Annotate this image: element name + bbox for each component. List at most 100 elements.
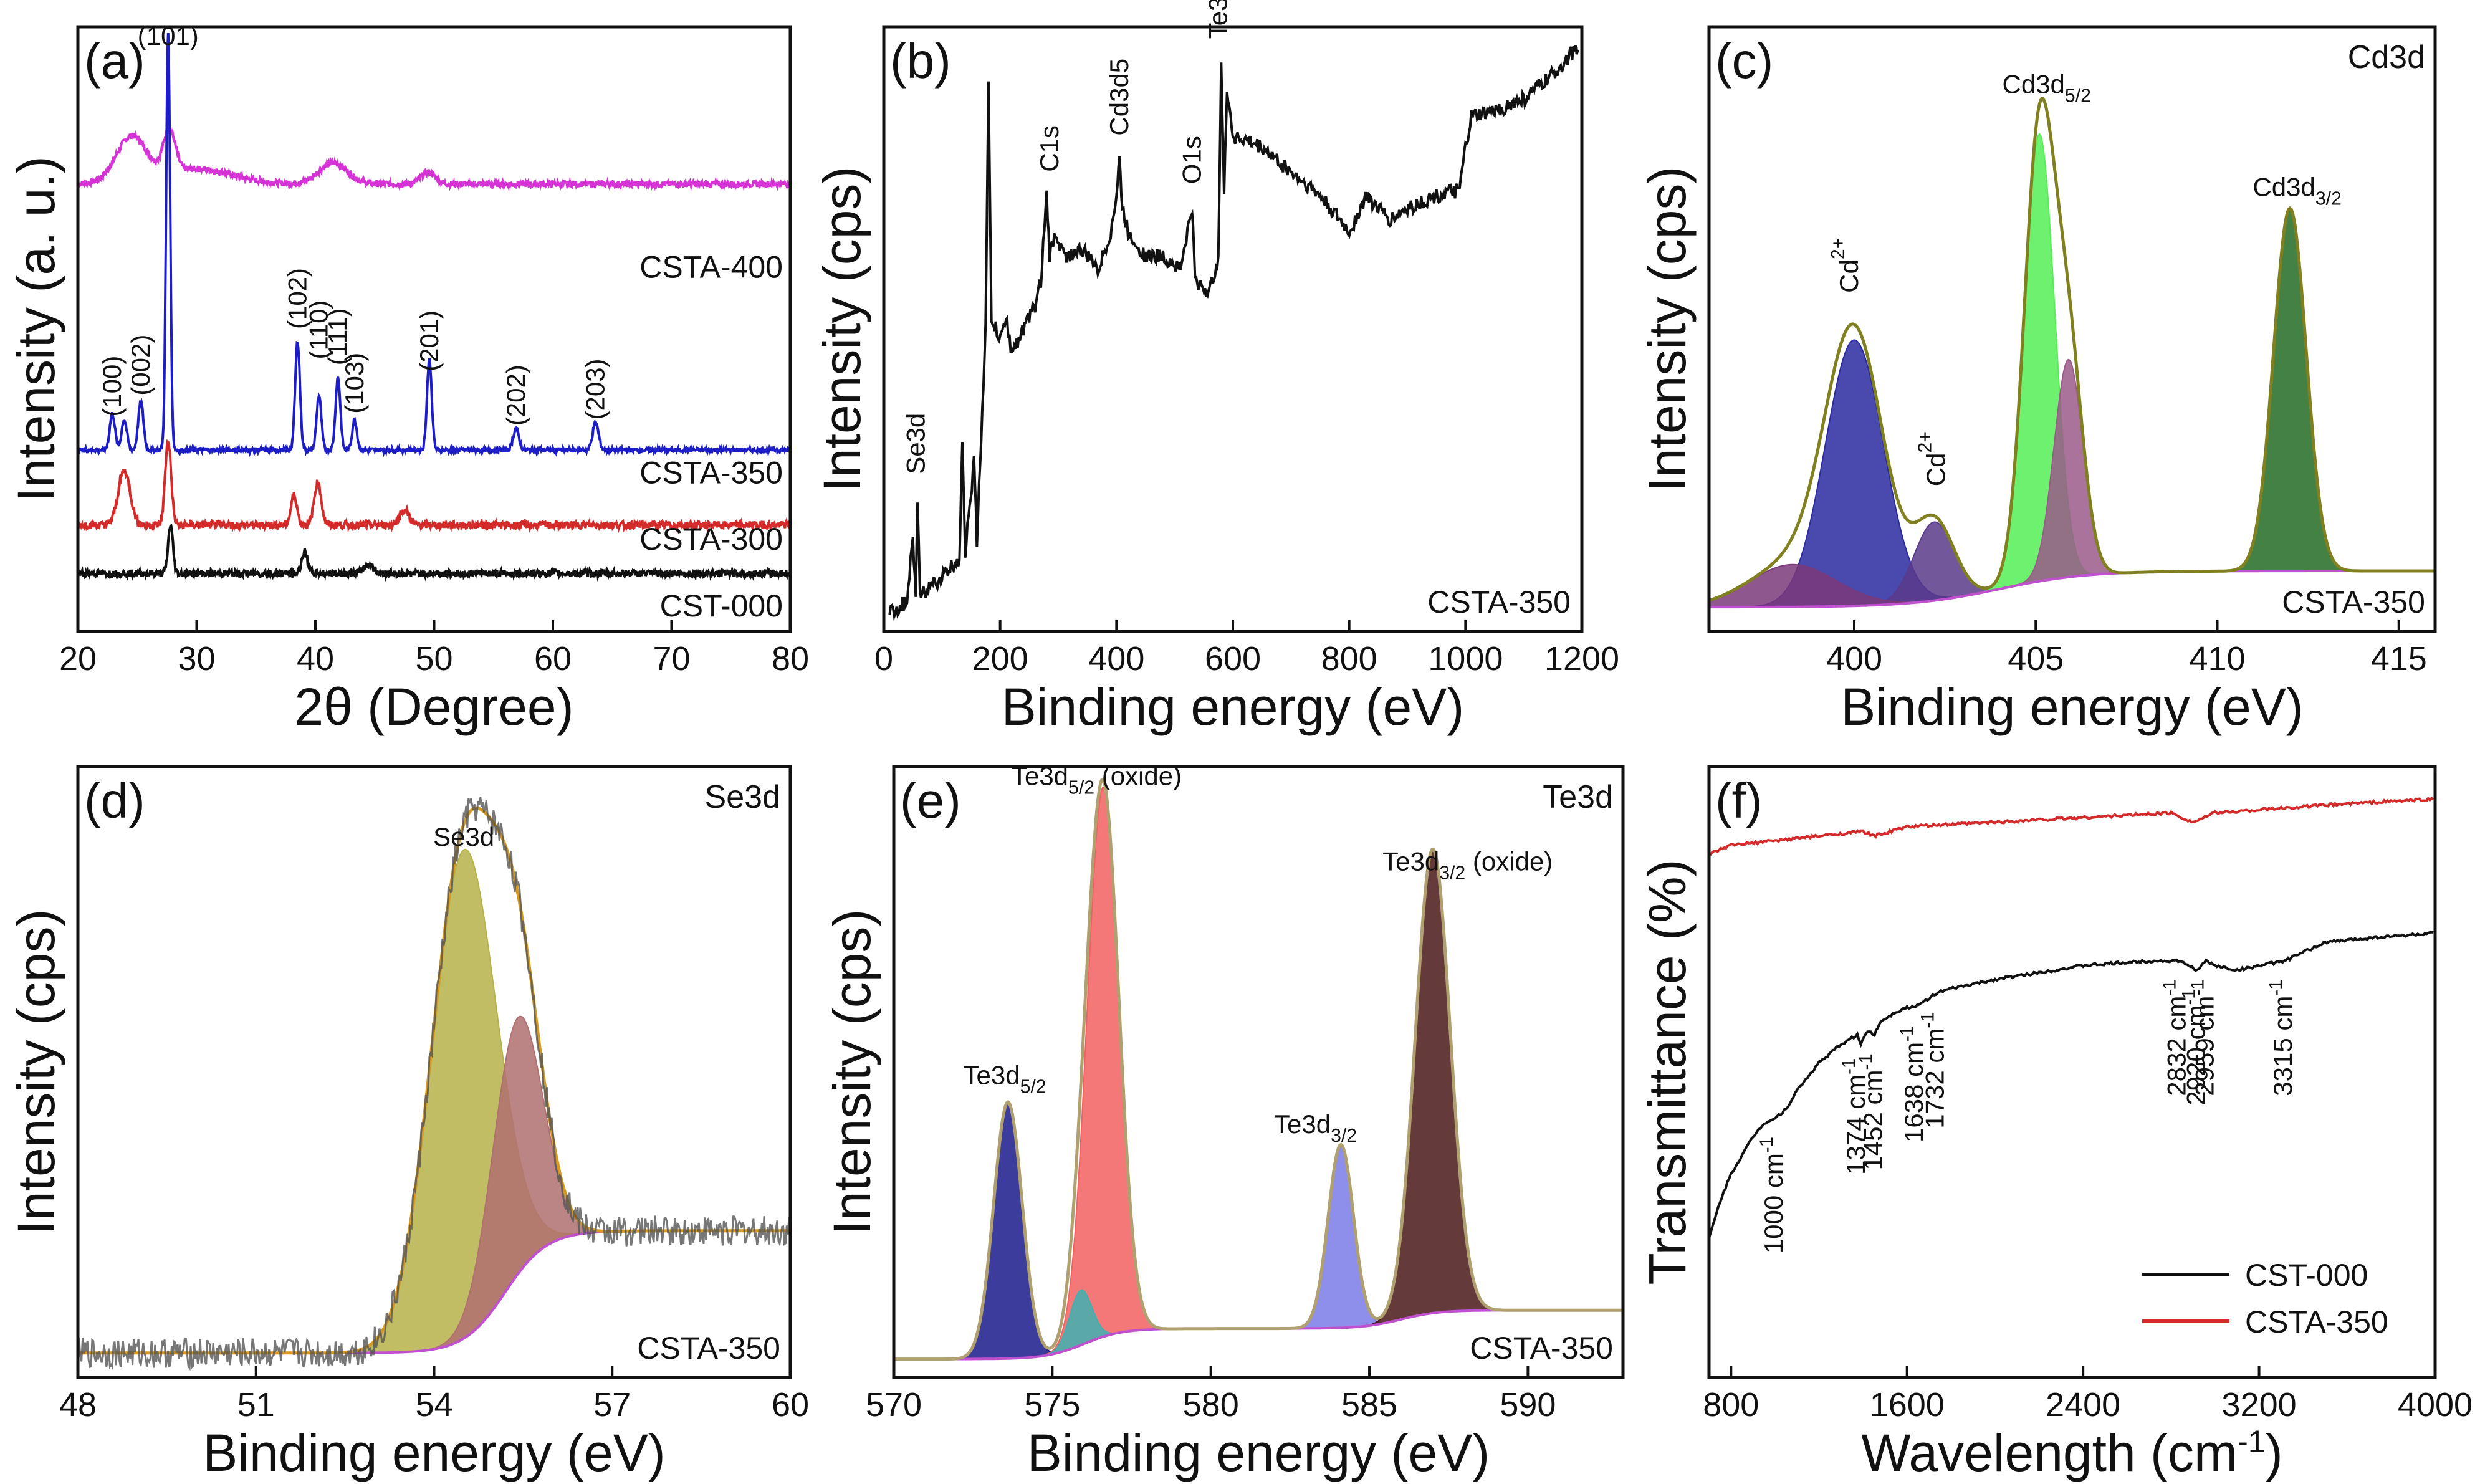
peak-label: Cd2+​ bbox=[1915, 431, 1951, 486]
survey-line bbox=[888, 45, 1579, 621]
peak-label: O1s bbox=[1177, 136, 1207, 184]
plot-frame bbox=[1707, 25, 2437, 633]
peak-label: 1374 cm-1 bbox=[1839, 1058, 1870, 1175]
envelope-line bbox=[894, 777, 1623, 1361]
peak-label: 3315 cm-1 bbox=[2266, 980, 2297, 1096]
envelope-line bbox=[1709, 97, 2435, 602]
plot-area bbox=[78, 797, 790, 1371]
x-tick-label: 585 bbox=[1341, 1386, 1397, 1424]
x-tick-label: 54 bbox=[415, 1386, 452, 1424]
peak-label: (110) bbox=[304, 300, 333, 360]
peak-label: Te3d3/2​ bbox=[1274, 1109, 1357, 1146]
x-tick-label: 30 bbox=[178, 640, 215, 677]
series-line-CSTA-350 bbox=[1709, 796, 2435, 856]
y-axis-title: Intensity (cps) bbox=[7, 909, 65, 1235]
peak-label: (100) bbox=[97, 356, 127, 417]
peak-label: (111) bbox=[323, 308, 352, 365]
background-line bbox=[1709, 570, 2435, 609]
x-tick-label: 570 bbox=[866, 1386, 922, 1424]
x-tick-label: 415 bbox=[2371, 640, 2427, 677]
x-tick-label: 200 bbox=[972, 640, 1028, 677]
peak-label: 1000 cm-1 bbox=[1756, 1137, 1788, 1253]
series-line-CST-000 bbox=[1709, 931, 2434, 1238]
panel-letter: (f) bbox=[1715, 773, 1763, 828]
x-tick-label: 405 bbox=[2008, 640, 2064, 677]
sample-label: CSTA-350 bbox=[1427, 585, 1571, 620]
peak-label: Te3d5/2​ bbox=[963, 1061, 1046, 1098]
series-line-CSTA-300 bbox=[78, 439, 790, 534]
peak-label: C1s bbox=[1035, 125, 1064, 172]
raw-data-line bbox=[78, 797, 790, 1371]
panel-e: Te3d5/2 (oxide)Te3d5/2​Te3d3/2​Te3d3/2 (… bbox=[823, 761, 1625, 1482]
x-tick-label: 3200 bbox=[2222, 1386, 2297, 1424]
x-tick-label: 410 bbox=[2189, 640, 2245, 677]
peak-label: 1638 cm-1 bbox=[1897, 1026, 1928, 1142]
panel-c: Cd3d5/2​ Cd3d3/2​ Cd2+​ Cd2+​ Cd3d CSTA-350 40… bbox=[1638, 25, 2437, 736]
x-tick-label: 20 bbox=[59, 640, 97, 677]
x-axis-title: Binding energy (eV) bbox=[1002, 677, 1464, 736]
plot-area bbox=[78, 33, 790, 582]
fit-component-Se3d5-2 bbox=[78, 848, 790, 1354]
x-tick-label: 400 bbox=[1826, 640, 1882, 677]
plot-frame bbox=[892, 765, 1625, 1379]
peak-label: (102) bbox=[282, 268, 312, 329]
legend-label: CST-000 bbox=[2245, 1258, 2368, 1293]
x-tick-label: 40 bbox=[297, 640, 334, 677]
x-tick-label: 48 bbox=[59, 1386, 97, 1424]
peak-label: 2920 cm-1 bbox=[2179, 989, 2211, 1105]
x-tick-label: 400 bbox=[1088, 640, 1144, 677]
peak-label: (201) bbox=[414, 310, 444, 371]
x-tick-label: 70 bbox=[653, 640, 690, 677]
panel-b: Se3d C1s Cd3d5 O1s Te3d5 CSTA-350 0 200 400 600 80… bbox=[813, 0, 1619, 736]
panel-letter: (c) bbox=[1715, 33, 1773, 89]
y-axis-title: Intensity (a. u.) bbox=[7, 156, 65, 502]
peak-label: 2832 cm-1 bbox=[2160, 980, 2191, 1096]
plot-area bbox=[894, 777, 1623, 1361]
y-axis-title: Intensity (cps) bbox=[1638, 166, 1697, 492]
x-tick-label: 50 bbox=[415, 640, 452, 677]
peak-label: (002) bbox=[126, 335, 155, 396]
peak-label: Cd3d3/2​ bbox=[2253, 173, 2341, 209]
x-tick-label: 590 bbox=[1500, 1386, 1556, 1424]
x-tick-label: 1600 bbox=[1870, 1386, 1945, 1424]
plot-area bbox=[1709, 796, 2435, 1238]
sample-label: CST-000 bbox=[660, 588, 783, 623]
core-level-label: Se3d bbox=[705, 779, 780, 815]
peak-label: (203) bbox=[581, 358, 610, 419]
x-tick-label: 80 bbox=[772, 640, 809, 677]
sample-label: CSTA-350 bbox=[637, 1331, 780, 1366]
x-axis-title: Binding energy (eV) bbox=[1841, 677, 2303, 736]
peak-label: 2959 cm-1 bbox=[2187, 980, 2219, 1096]
peak-label: Cd3d5/2​ bbox=[2003, 70, 2091, 107]
fit-component-Te3d5-2 bbox=[894, 1101, 1623, 1360]
sample-label: CSTA-350 bbox=[639, 455, 783, 490]
x-tick-label: 800 bbox=[1703, 1386, 1759, 1424]
peak-label: Cd2+​ bbox=[1828, 238, 1864, 293]
x-tick-label: 0 bbox=[874, 640, 893, 677]
panel-letter: (e) bbox=[900, 773, 961, 828]
x-tick-label: 575 bbox=[1024, 1386, 1080, 1424]
plot-area bbox=[1709, 97, 2435, 609]
x-tick-label: 580 bbox=[1183, 1386, 1239, 1424]
plot-area bbox=[888, 45, 1579, 621]
panel-letter: (d) bbox=[84, 773, 145, 828]
peak-label: Se3d bbox=[433, 822, 494, 851]
series-line-CSTA-350 bbox=[78, 33, 790, 457]
sample-label: CSTA-350 bbox=[1470, 1331, 1613, 1366]
peak-label: (103) bbox=[340, 353, 369, 414]
x-axis-title: 2θ (Degree) bbox=[294, 677, 573, 736]
y-axis-title: Intensity (cps) bbox=[813, 166, 871, 492]
y-axis-title: Intensity (cps) bbox=[823, 909, 881, 1235]
x-tick-label: 4000 bbox=[2398, 1386, 2473, 1424]
x-tick-label: 2400 bbox=[2046, 1386, 2120, 1424]
sample-label: CSTA-400 bbox=[639, 250, 783, 285]
x-tick-label: 60 bbox=[772, 1386, 809, 1424]
x-axis-title: Binding energy (eV) bbox=[203, 1424, 665, 1482]
plot-frame bbox=[1707, 765, 2437, 1379]
peak-label: Cd3d5 bbox=[1104, 59, 1134, 136]
core-level-label: Cd3d bbox=[2348, 39, 2425, 75]
x-tick-label: 600 bbox=[1205, 640, 1261, 677]
panel-letter: (b) bbox=[890, 33, 951, 89]
